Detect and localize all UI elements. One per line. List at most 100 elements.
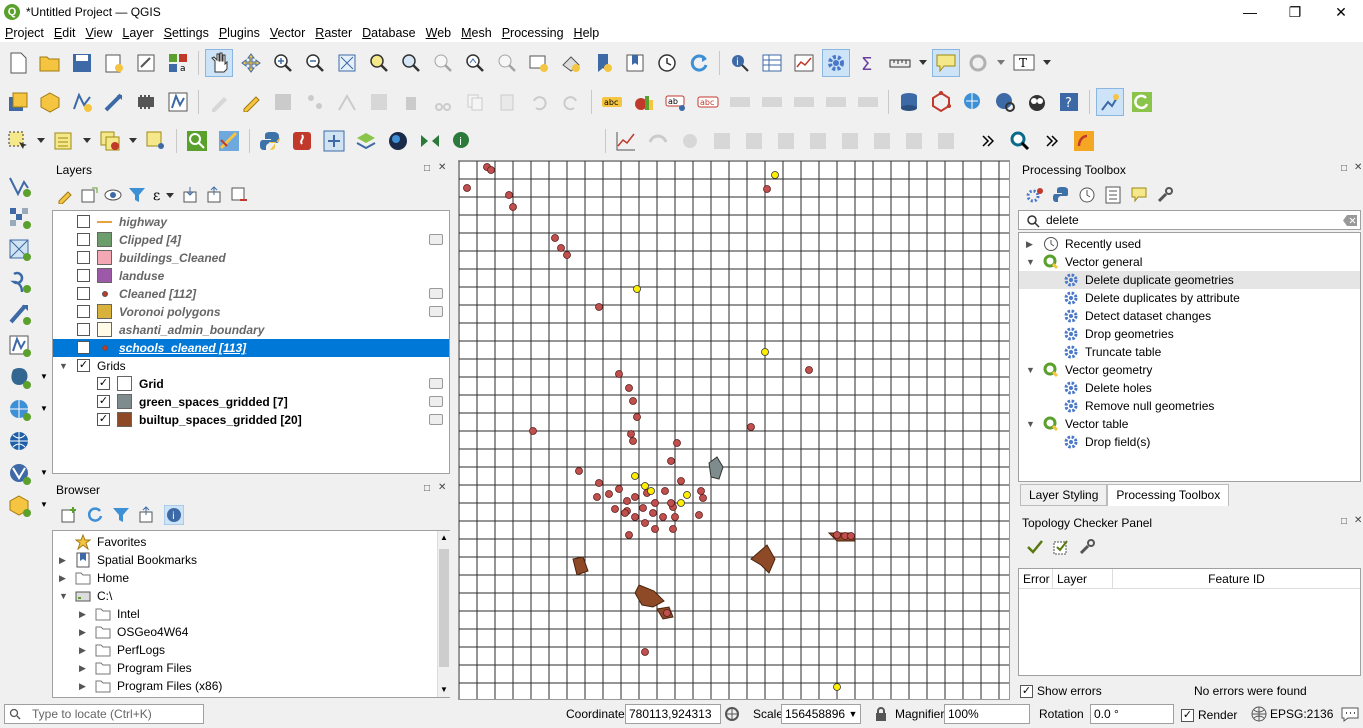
label-tool-icon[interactable] (854, 88, 882, 116)
decorations-dropdown-arrow-icon[interactable] (996, 49, 1006, 77)
algorithm-item[interactable]: Drop field(s) (1019, 433, 1360, 451)
deselect-dropdown-arrow-icon[interactable] (128, 127, 138, 155)
reload-plugin-icon[interactable] (1128, 88, 1156, 116)
tab-processing-toolbox[interactable]: Processing Toolbox (1107, 484, 1230, 506)
layer-visibility-checkbox[interactable] (77, 287, 90, 300)
redo-icon[interactable] (557, 88, 585, 116)
delete-selected-icon[interactable] (397, 88, 425, 116)
add-geopackage-layer-icon[interactable]: ▼ (6, 492, 48, 520)
open-attribute-table-icon[interactable] (758, 49, 786, 77)
algorithm-item[interactable]: Delete duplicates by attribute (1019, 289, 1360, 307)
layer-row[interactable]: Clipped [4] (53, 231, 449, 249)
rotate-label-icon[interactable] (790, 88, 818, 116)
add-spatialite-layer-icon[interactable] (6, 300, 34, 328)
scale-field[interactable]: 156458896 (781, 704, 861, 724)
search-lens-icon[interactable] (1006, 127, 1034, 155)
tree-expander-icon[interactable]: ▼ (1026, 257, 1035, 267)
highlight-pinned-labels-icon[interactable]: ab (662, 88, 690, 116)
more-tools-chevron-2-icon[interactable] (1038, 127, 1066, 155)
crs-label[interactable]: EPSG:2136 (1270, 707, 1334, 721)
tree-expander-icon[interactable]: ▶ (79, 681, 86, 691)
more-tools-chevron-icon[interactable] (974, 127, 1002, 155)
models-icon[interactable] (1026, 186, 1044, 204)
zoom-native-icon[interactable] (429, 49, 457, 77)
select-by-location-icon[interactable] (142, 127, 170, 155)
column-header-error[interactable]: Error (1019, 569, 1053, 588)
algorithm-item[interactable]: Remove null geometries (1019, 397, 1360, 415)
refresh-browser-icon[interactable] (86, 506, 104, 524)
select-dropdown-arrow-icon[interactable] (36, 127, 46, 155)
show-errors-checkbox[interactable]: ✓ (1020, 684, 1033, 698)
column-header-layer[interactable]: Layer (1053, 569, 1113, 588)
rotate-feature-icon[interactable] (772, 127, 800, 155)
layer-visibility-checkbox[interactable] (77, 251, 90, 264)
tree-expander-icon[interactable]: ▶ (1026, 239, 1033, 249)
group-expander-icon[interactable]: ▼ (59, 361, 68, 371)
new-3d-map-view-icon[interactable] (557, 49, 585, 77)
float-panel-icon[interactable]: □ (1341, 516, 1348, 527)
layer-indicator-icon[interactable] (429, 414, 443, 425)
tree-expander-icon[interactable]: ▶ (79, 609, 86, 619)
metasearch-icon[interactable] (959, 88, 987, 116)
menu-view[interactable]: View (85, 26, 113, 40)
zoom-out-icon[interactable] (301, 49, 329, 77)
add-selected-layers-icon[interactable] (60, 506, 78, 524)
browser-item[interactable]: Favorites (53, 533, 433, 551)
render-checkbox[interactable]: ✓ (1181, 708, 1194, 722)
layer-visibility-checkbox[interactable]: ✓ (77, 341, 90, 354)
toggle-editing-icon[interactable] (237, 88, 265, 116)
help-icon[interactable]: ? (1055, 88, 1083, 116)
new-map-view-icon[interactable] (525, 49, 553, 77)
zoom-in-icon[interactable] (269, 49, 297, 77)
zoom-to-selection-icon[interactable] (365, 49, 393, 77)
open-layer-styling-icon[interactable] (56, 186, 74, 204)
edit-features-in-place-icon[interactable] (1130, 186, 1148, 204)
processing-search-box[interactable]: delete (1018, 210, 1361, 230)
menu-vector[interactable]: Vector (269, 26, 306, 40)
globe-icon[interactable] (384, 127, 412, 155)
measure-line-icon[interactable] (886, 49, 914, 77)
crs-globe-icon[interactable] (1251, 706, 1267, 722)
layer-visibility-checkbox[interactable]: ✓ (97, 395, 110, 408)
pan-to-selection-icon[interactable] (237, 49, 265, 77)
map-tips-icon[interactable] (932, 48, 960, 77)
show-bookmarks-icon[interactable] (621, 49, 649, 77)
add-wcs-layer-icon[interactable]: ▼ (6, 460, 48, 488)
add-postgis-layer-icon[interactable]: ▼ (6, 364, 48, 392)
tree-expander-icon[interactable]: ▶ (59, 555, 66, 565)
modify-attributes-icon[interactable] (365, 88, 393, 116)
tree-expander-icon[interactable]: ▶ (59, 573, 66, 583)
tree-expander-icon[interactable]: ▼ (59, 591, 68, 601)
float-panel-icon[interactable]: □ (1341, 163, 1348, 174)
locator-search-box[interactable]: Type to locate (Ctrl+K) (4, 704, 204, 724)
filter-browser-icon[interactable] (112, 506, 130, 524)
paste-features-icon[interactable] (493, 88, 521, 116)
menu-edit[interactable]: Edit (53, 26, 76, 40)
graphical-modeler-icon[interactable] (320, 127, 348, 155)
add-delimited-text-layer-icon[interactable] (6, 268, 34, 296)
algorithm-item[interactable]: Drop geometries (1019, 325, 1360, 343)
column-header-feature-id[interactable]: Feature ID (1208, 572, 1265, 586)
layer-visibility-checkbox[interactable]: ✓ (77, 359, 90, 372)
layer-row[interactable]: buildings_Cleaned (53, 249, 449, 267)
copy-features-icon[interactable] (461, 88, 489, 116)
browser-item[interactable]: ▶ Spatial Bookmarks (53, 551, 433, 569)
validate-extent-icon[interactable] (1052, 538, 1070, 556)
browser-item[interactable]: ▶ Home (53, 569, 433, 587)
layer-row[interactable]: ▼ ✓ Grids (53, 357, 449, 375)
menu-layer[interactable]: Layer (122, 26, 154, 40)
new-shapefile-layer-icon[interactable] (68, 88, 96, 116)
statistical-summary-icon[interactable] (790, 49, 818, 77)
annotation-dropdown-arrow-icon[interactable] (1042, 49, 1052, 77)
zoom-next-icon[interactable] (493, 49, 521, 77)
browser-item[interactable]: ▶ Intel (53, 605, 433, 623)
cut-features-icon[interactable] (429, 88, 457, 116)
shape-digitizing-icon[interactable] (676, 127, 704, 155)
remove-layer-icon[interactable] (230, 186, 248, 204)
plugin-manager-icon[interactable] (1096, 87, 1124, 116)
tree-expander-icon[interactable]: ▶ (79, 663, 86, 673)
float-panel-icon[interactable]: □ (424, 483, 431, 494)
restore-button[interactable]: ❐ (1288, 3, 1302, 20)
layer-row[interactable]: ✓ green_spaces_gridded [7] (53, 393, 449, 411)
algorithm-item[interactable]: Truncate table (1019, 343, 1360, 361)
